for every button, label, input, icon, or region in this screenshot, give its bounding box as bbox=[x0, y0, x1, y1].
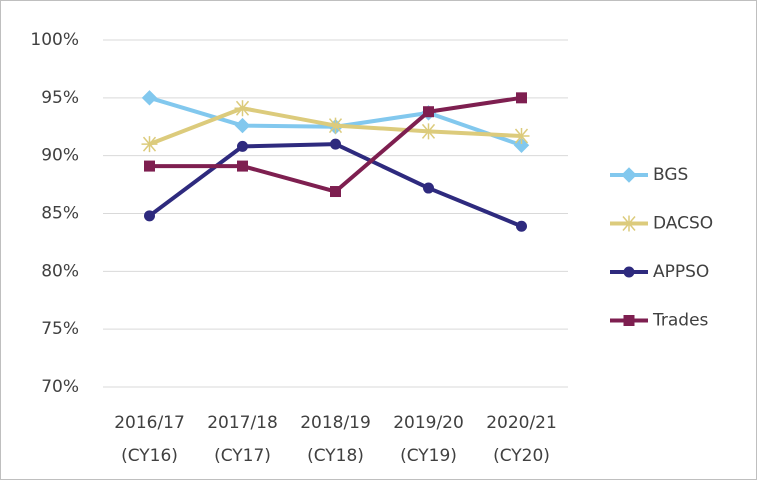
marker bbox=[237, 140, 248, 152]
marker bbox=[516, 92, 527, 104]
legend-label: BGS bbox=[653, 165, 688, 185]
series: DACSO bbox=[141, 100, 713, 234]
marker bbox=[234, 117, 251, 134]
legend-marker bbox=[623, 266, 635, 278]
series: APPSO bbox=[144, 138, 709, 282]
marker bbox=[423, 182, 434, 194]
marker bbox=[513, 137, 530, 153]
marker bbox=[513, 128, 530, 145]
marker bbox=[420, 123, 437, 140]
x-tick-label: 2016/17 (CY16) bbox=[114, 413, 185, 466]
legend-label: DACSO bbox=[653, 214, 713, 234]
x-tick-label: 2018/19 (CY18) bbox=[300, 413, 371, 466]
y-tick-label: 100% bbox=[30, 30, 79, 50]
legend-label: Trades bbox=[652, 311, 709, 331]
legend-marker bbox=[623, 315, 635, 326]
y-tick-label: 70% bbox=[41, 377, 79, 397]
marker bbox=[141, 90, 158, 106]
marker bbox=[330, 186, 341, 198]
y-tick-label: 75% bbox=[41, 319, 79, 339]
y-tick-label: 95% bbox=[41, 88, 79, 108]
marker bbox=[327, 117, 344, 134]
marker bbox=[234, 100, 251, 117]
marker bbox=[330, 138, 341, 150]
x-tick-label: 2019/20 (CY19) bbox=[393, 413, 464, 466]
x-tick-label: 2017/18 (CY17) bbox=[207, 413, 278, 466]
marker bbox=[237, 160, 248, 172]
x-tick-label: 2020/21 (CY20) bbox=[486, 413, 557, 466]
y-tick-label: 85% bbox=[41, 204, 79, 224]
series: Trades bbox=[144, 92, 709, 331]
legend-marker bbox=[621, 215, 637, 232]
marker bbox=[144, 160, 155, 172]
marker bbox=[141, 136, 158, 153]
marker bbox=[144, 210, 155, 222]
y-tick-label: 90% bbox=[41, 146, 79, 166]
y-tick-label: 80% bbox=[41, 261, 79, 281]
legend-marker bbox=[621, 167, 637, 183]
marker bbox=[516, 220, 527, 232]
legend-label: APPSO bbox=[653, 262, 709, 282]
marker bbox=[423, 106, 434, 118]
